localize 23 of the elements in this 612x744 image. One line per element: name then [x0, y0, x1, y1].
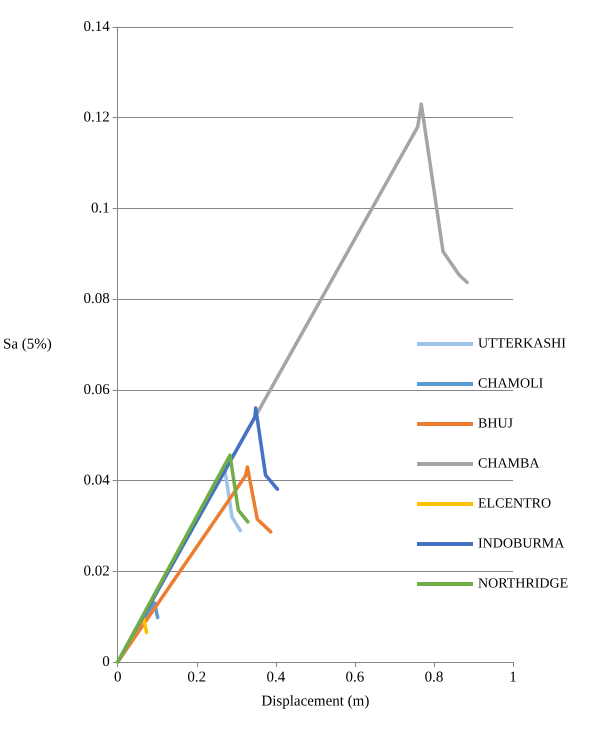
y-tick-label: 0.08 — [83, 291, 110, 308]
y-tick-label: 0.02 — [83, 563, 110, 580]
y-tick-label: 0.06 — [83, 382, 110, 398]
legend-label: UTTERKASHI — [478, 336, 566, 352]
legend-label: CHAMBA — [478, 456, 540, 472]
x-tick-label: 0.2 — [187, 670, 206, 686]
y-tick-label: 0.1 — [90, 200, 110, 216]
legend-label: BHUJ — [478, 416, 514, 432]
y-tick-label: 0.04 — [83, 472, 110, 489]
x-tick-label: 0.6 — [346, 670, 365, 686]
x-tick-label: 0.8 — [424, 670, 444, 686]
y-tick-label: 0.14 — [83, 19, 110, 35]
x-tick-label: 1 — [509, 670, 517, 686]
legend-label: ELCENTRO — [478, 496, 552, 512]
x-tick-label: 0.4 — [266, 670, 286, 686]
legend-label: INDOBURMA — [478, 536, 566, 552]
x-tick-label: 0 — [114, 670, 122, 686]
legend-label: CHAMOLI — [478, 376, 544, 392]
y-tick-label: 0.12 — [83, 110, 110, 126]
legend-label: NORTHRIDGE — [478, 576, 568, 592]
y-tick-label: 0 — [102, 654, 110, 670]
y-axis-title: Sa (5%) — [2, 336, 52, 352]
x-axis-title: Displacement (m) — [261, 694, 370, 710]
